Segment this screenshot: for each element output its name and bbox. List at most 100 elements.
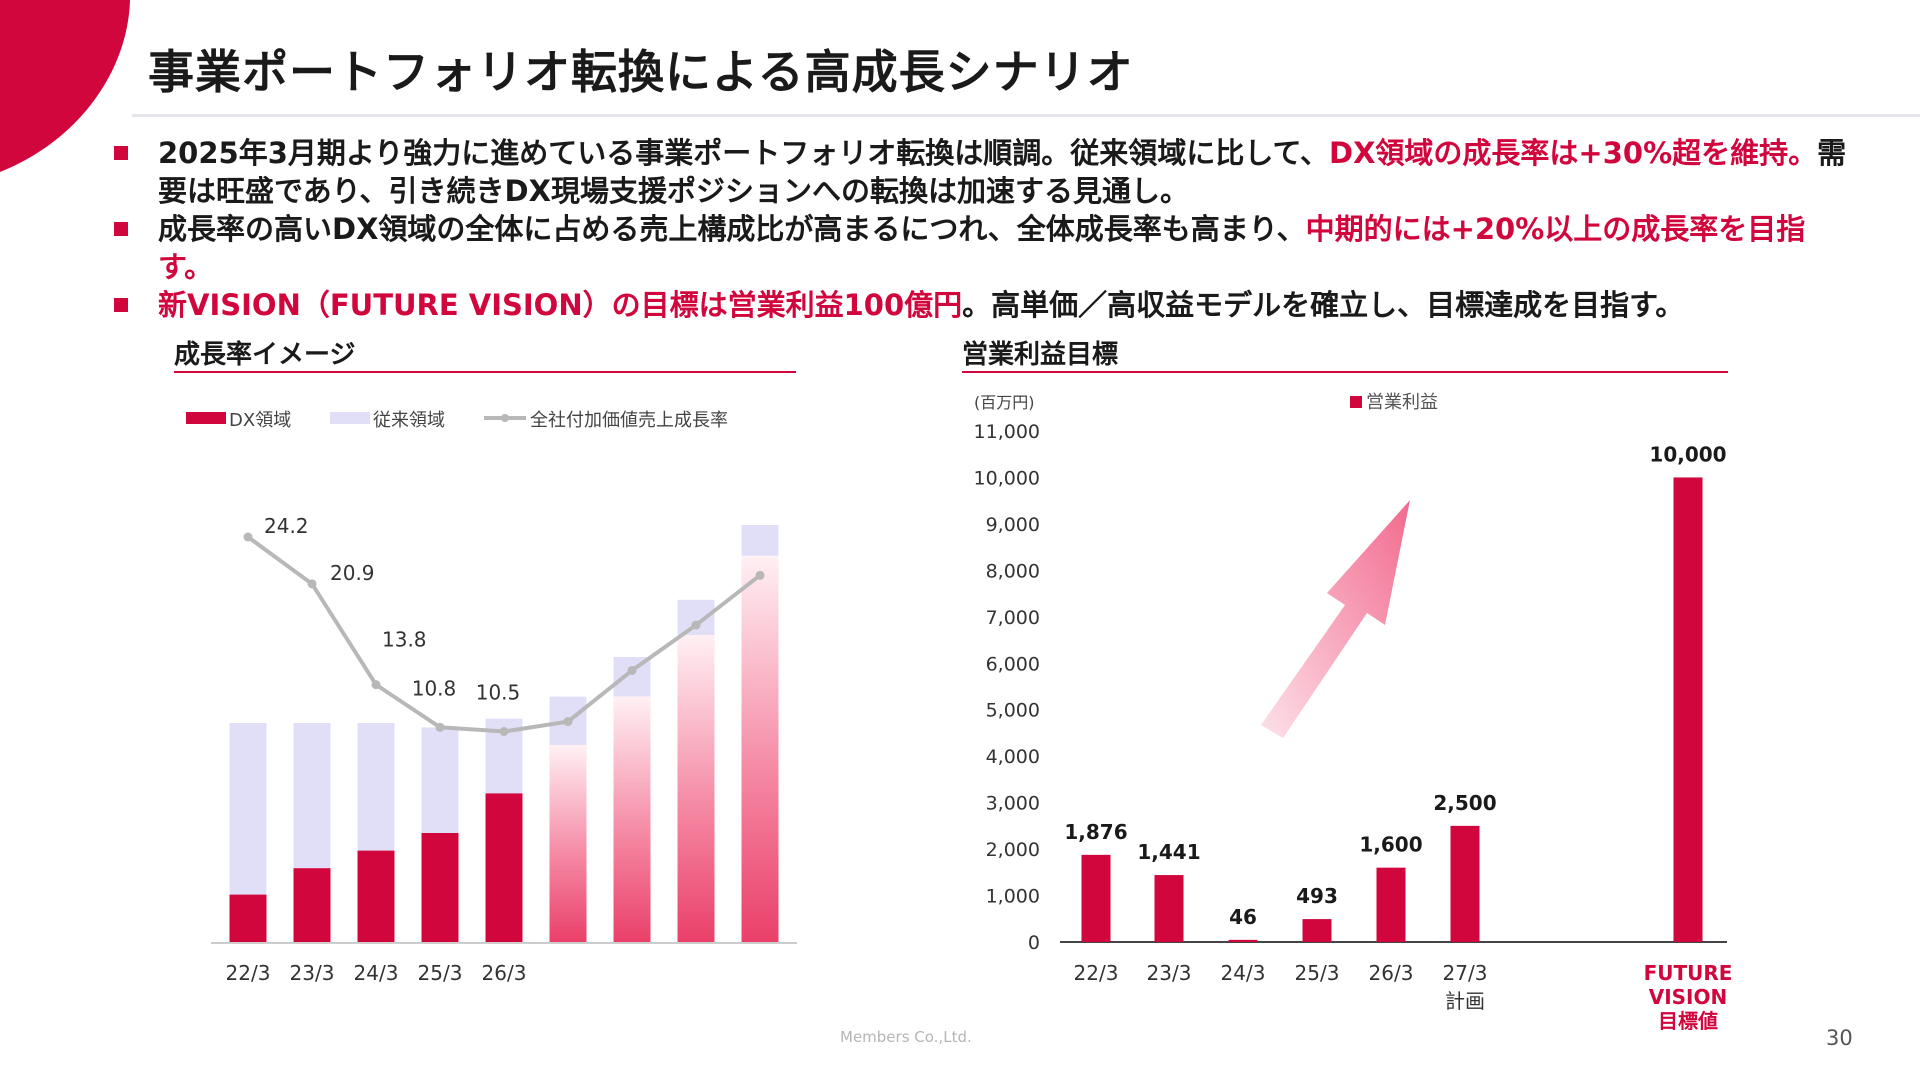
bullet-item: 新VISION（FUTURE VISION）の目標は営業利益100億円。高単価／… (112, 286, 1852, 324)
x-tick-label: 23/3 (1147, 961, 1192, 985)
profit-bar (1376, 867, 1406, 942)
x-tick-label: 24/3 (354, 961, 399, 985)
bar-dx-segment (357, 850, 395, 943)
bullet-text: 成長率の高いDX領域の全体に占める売上構成比が高まるにつれ、全体成長率も高まり、 (158, 212, 1306, 246)
growth-rate-label: 20.9 (330, 561, 375, 585)
bar-dx-segment (229, 894, 267, 943)
y-tick-label: 4,000 (986, 746, 1040, 768)
value-label: 46 (1229, 905, 1257, 929)
right-section-divider (962, 371, 1728, 373)
bar-legacy-segment (357, 723, 395, 851)
growth-rate-chart: DX領域 従来領域 全社付加価値売上成長率 22/3 23/3 24/3 25/3 26/3 2… (186, 410, 797, 985)
operating-profit-chart: (百万円) 営業利益 0 1,000 2,000 3,000 4,000 5,000 6,000… (974, 392, 1733, 1030)
profit-bar (1154, 875, 1184, 942)
growth-rate-label: 10.5 (476, 681, 521, 705)
growth-rate-point (243, 532, 253, 542)
bar-dx-segment (677, 635, 715, 943)
bar-legacy-segment (741, 525, 779, 556)
x-tick-label: 26/3 (482, 961, 527, 985)
x-tick-label: 25/3 (1295, 961, 1340, 985)
legend-swatch (330, 412, 370, 424)
legend-label: 営業利益 (1366, 392, 1438, 413)
growth-rate-point (563, 717, 573, 727)
legend-swatch (186, 412, 226, 424)
bullet-square-icon (114, 146, 128, 160)
growth-rate-label: 13.8 (382, 628, 427, 652)
page-title: 事業ポートフォリオ転換による高成長シナリオ (148, 45, 1134, 99)
bar-dx-segment (549, 745, 587, 943)
bullet-text: 。高単価／高収益モデルを確立し、目標達成を目指す。 (962, 288, 1685, 322)
growth-rate-point (627, 665, 637, 675)
value-label: 1,600 (1359, 833, 1422, 857)
bar-legacy-segment (293, 723, 331, 869)
growth-arrow-icon (1261, 500, 1410, 738)
left-section-divider (174, 371, 796, 373)
bar-dx-segment (741, 555, 779, 943)
legend-marker (501, 414, 509, 422)
bullet-highlight-text: DX領域の成長率は+30%超を維持。 (1329, 136, 1818, 170)
bar-dx-segment (485, 793, 523, 943)
profit-bar (1081, 854, 1111, 942)
y-tick-label: 5,000 (986, 700, 1040, 722)
bullet-square-icon (114, 298, 128, 312)
legend-swatch (1350, 396, 1362, 408)
bullet-square-icon (114, 222, 128, 236)
value-label: 10,000 (1649, 442, 1726, 466)
profit-bar (1228, 939, 1258, 942)
growth-rate-point (691, 620, 701, 630)
profit-bar (1302, 919, 1332, 942)
legend-label: 全社付加価値売上成長率 (530, 410, 728, 431)
y-tick-label: 0 (1028, 932, 1040, 954)
bar-legacy-segment (229, 723, 267, 895)
x-tick-label: 26/3 (1369, 961, 1414, 985)
bar-dx-segment (421, 833, 459, 943)
growth-rate-label: 10.8 (412, 676, 457, 700)
value-label: 1,876 (1064, 820, 1127, 844)
corner-decoration (0, 0, 130, 172)
bar-legacy-segment (421, 727, 459, 833)
growth-rate-point (371, 680, 381, 690)
y-tick-label: 11,000 (974, 421, 1040, 443)
bullet-list: 2025年3月期より強力に進めている事業ポートフォリオ転換は順調。従来領域に比し… (112, 134, 1852, 324)
x-tick-label: 計画 (1445, 989, 1485, 1013)
value-label: 493 (1296, 884, 1338, 908)
x-tick-label: 27/3 (1443, 961, 1488, 985)
growth-rate-point (755, 570, 765, 580)
x-tick-label: FUTURE (1644, 961, 1733, 985)
y-tick-label: 3,000 (986, 793, 1040, 815)
value-label: 2,500 (1433, 791, 1496, 815)
y-tick-label: 1,000 (986, 886, 1040, 908)
profit-bar (1450, 825, 1480, 942)
page-number: 30 (1826, 1026, 1853, 1050)
profit-bar (1673, 477, 1703, 942)
right-section-title: 営業利益目標 (962, 340, 1119, 370)
y-tick-label: 6,000 (986, 653, 1040, 675)
legend-label: 従来領域 (373, 410, 445, 431)
growth-rate-point (307, 579, 317, 589)
bullet-highlight-text: 中期的には+20%以上の成長率を目指す。 (158, 212, 1806, 284)
y-tick-label: 2,000 (986, 839, 1040, 861)
bullet-item: 成長率の高いDX領域の全体に占める売上構成比が高まるにつれ、全体成長率も高まり、… (112, 210, 1852, 286)
bullet-highlight-text: 新VISION（FUTURE VISION）の目標は営業利益100億円 (158, 288, 963, 322)
x-tick-label: 22/3 (1074, 961, 1119, 985)
x-tick-label: 22/3 (226, 961, 271, 985)
y-axis-unit: (百万円) (974, 393, 1035, 412)
x-tick-label: 24/3 (1221, 961, 1266, 985)
bar-dx-segment (293, 868, 331, 943)
bullet-text: 需要は旺盛であり、引き続きDX現場支援ポジションへの転換は加速する見通し。 (158, 136, 1847, 208)
y-tick-label: 8,000 (986, 560, 1040, 582)
x-tick-label: 23/3 (290, 961, 335, 985)
left-section-title: 成長率イメージ (174, 340, 356, 370)
x-tick-label: 目標値 (1658, 1009, 1718, 1030)
footer-company: Members Co.,Ltd. (840, 1028, 972, 1046)
legend-label: DX領域 (229, 410, 291, 431)
x-tick-label: 25/3 (418, 961, 463, 985)
bullet-text: 2025年3月期より強力に進めている事業ポートフォリオ転換は順調。従来領域に比し… (158, 136, 1329, 170)
y-tick-label: 10,000 (974, 467, 1040, 489)
x-tick-label: VISION (1649, 985, 1728, 1009)
growth-rate-label: 24.2 (264, 514, 309, 538)
growth-rate-point (499, 727, 509, 737)
growth-rate-point (435, 722, 445, 732)
bullet-item: 2025年3月期より強力に進めている事業ポートフォリオ転換は順調。従来領域に比し… (112, 134, 1852, 210)
y-tick-label: 9,000 (986, 514, 1040, 536)
